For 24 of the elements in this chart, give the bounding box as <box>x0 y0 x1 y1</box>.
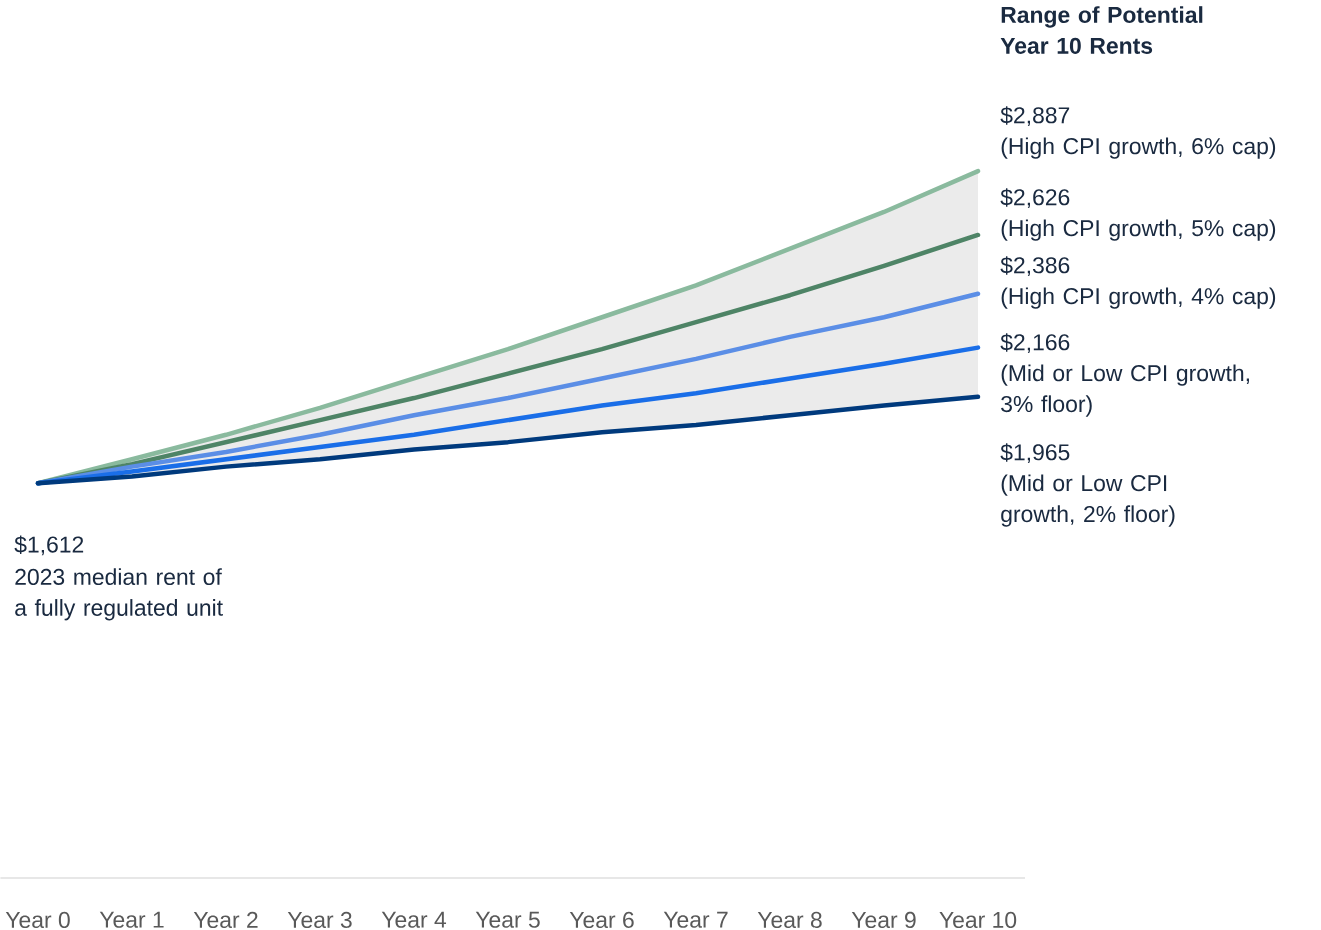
x-tick-label: Year 10 <box>939 911 1017 929</box>
x-tick-label: Year 2 <box>193 911 258 929</box>
data-label: $1,965 <box>1000 443 1070 464</box>
data-label: $2,626 <box>1000 188 1070 209</box>
text: Range of Potential Year 10 Rents <box>1000 6 1203 54</box>
series-label: (High CPI growth, 4% cap) <box>1001 287 1276 309</box>
text: (Mid or Low CPI growth, 2% floor) <box>1001 474 1175 527</box>
x-tick-label: Year 9 <box>851 911 916 929</box>
text: 2023 median rent of a fully regulated unit <box>15 568 223 621</box>
annotation: $1,612 <box>14 535 84 556</box>
x-tick-label: Year 0 <box>5 911 70 929</box>
x-tick-label: Year 3 <box>287 911 352 929</box>
data-label: $2,386 <box>1000 256 1070 277</box>
x-tick-label: Year 8 <box>757 911 822 929</box>
series-label: (High CPI growth, 6% cap) <box>1001 137 1276 159</box>
data-label: $2,166 <box>1000 333 1070 354</box>
x-tick-label: Year 1 <box>99 911 164 928</box>
series-label: (Mid or Low CPI growth, 3% floor) <box>1001 364 1249 417</box>
x-tick-label: Year 6 <box>569 911 634 929</box>
data-label: $2,887 <box>1000 106 1070 127</box>
series-label: (High CPI growth, 5% cap) <box>1001 219 1276 241</box>
x-tick-label: Year 7 <box>663 911 728 928</box>
x-tick-label: Year 5 <box>475 911 540 928</box>
x-tick-label: Year 4 <box>381 911 447 928</box>
